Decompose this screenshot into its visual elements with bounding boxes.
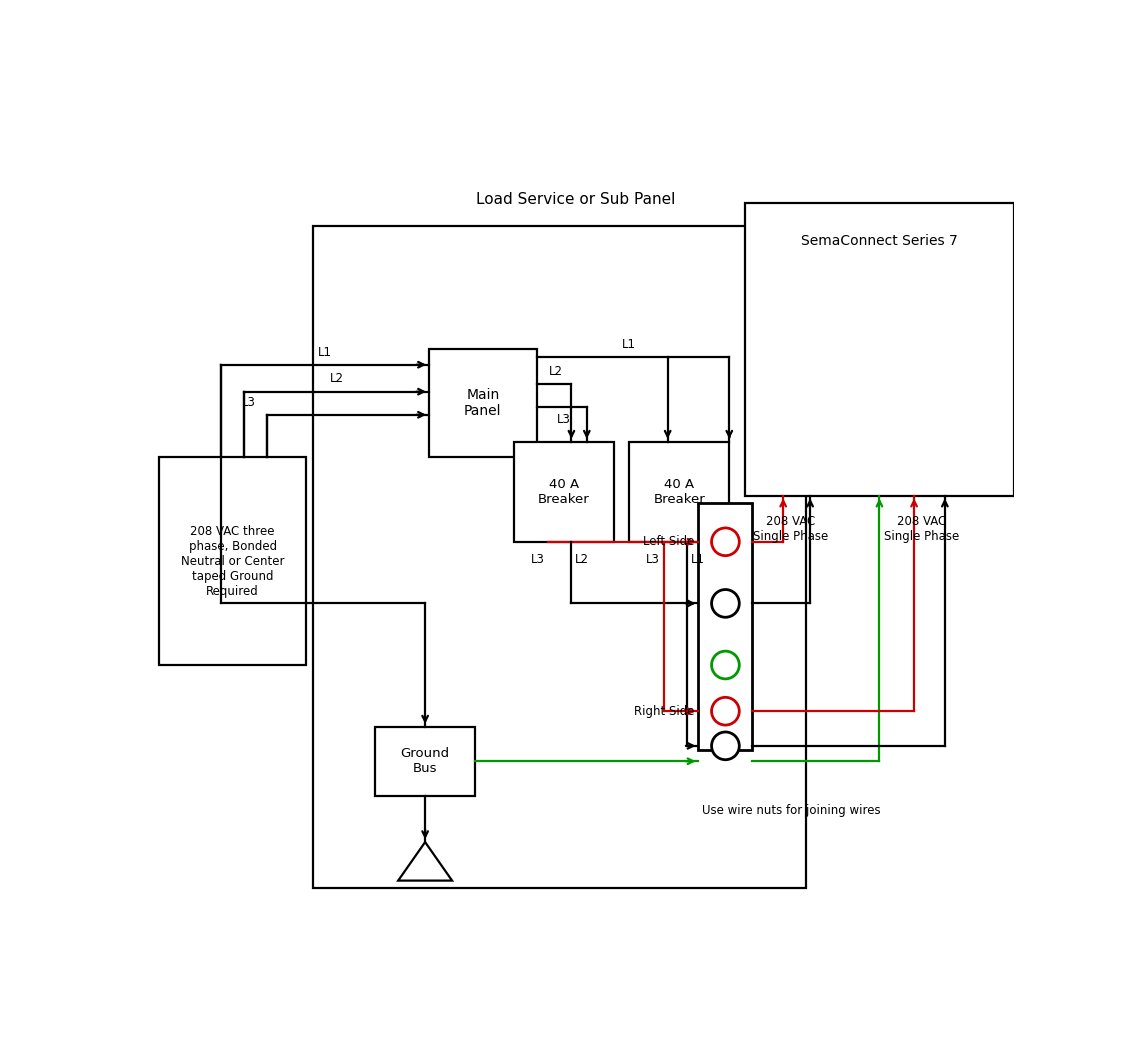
Bar — [745, 203, 1015, 496]
Text: L2: L2 — [549, 364, 563, 378]
Text: Right Side: Right Side — [634, 705, 695, 718]
Bar — [375, 727, 476, 796]
Text: Main
Panel: Main Panel — [464, 388, 502, 418]
Text: L3: L3 — [531, 553, 545, 566]
Text: 208 VAC
Single Phase: 208 VAC Single Phase — [884, 514, 959, 543]
Text: Use wire nuts for joining wires: Use wire nuts for joining wires — [703, 803, 881, 817]
Text: L2: L2 — [575, 553, 589, 566]
Bar — [159, 457, 306, 665]
Text: 208 VAC three
phase, Bonded
Neutral or Center
taped Ground
Required: 208 VAC three phase, Bonded Neutral or C… — [181, 525, 285, 597]
Text: Load Service or Sub Panel: Load Service or Sub Panel — [476, 192, 675, 207]
Bar — [514, 442, 614, 542]
Circle shape — [712, 528, 739, 555]
Circle shape — [712, 651, 739, 679]
Bar — [429, 350, 537, 457]
Text: 40 A
Breaker: 40 A Breaker — [538, 478, 590, 506]
Text: L3: L3 — [646, 553, 660, 566]
Text: L1: L1 — [690, 553, 705, 566]
Text: L1: L1 — [318, 345, 332, 358]
Text: 208 VAC
Single Phase: 208 VAC Single Phase — [754, 514, 828, 543]
Circle shape — [712, 697, 739, 726]
Text: Ground
Bus: Ground Bus — [400, 748, 450, 775]
Bar — [629, 442, 729, 542]
Text: L3: L3 — [557, 414, 571, 426]
Text: L1: L1 — [623, 338, 636, 351]
Text: 40 A
Breaker: 40 A Breaker — [653, 478, 705, 506]
Text: L2: L2 — [330, 373, 344, 385]
Bar — [313, 226, 807, 888]
Text: SemaConnect Series 7: SemaConnect Series 7 — [801, 234, 958, 248]
Circle shape — [712, 732, 739, 760]
Text: Left Side: Left Side — [643, 536, 695, 548]
Circle shape — [712, 589, 739, 617]
Bar — [698, 503, 753, 750]
Text: L3: L3 — [242, 396, 255, 408]
